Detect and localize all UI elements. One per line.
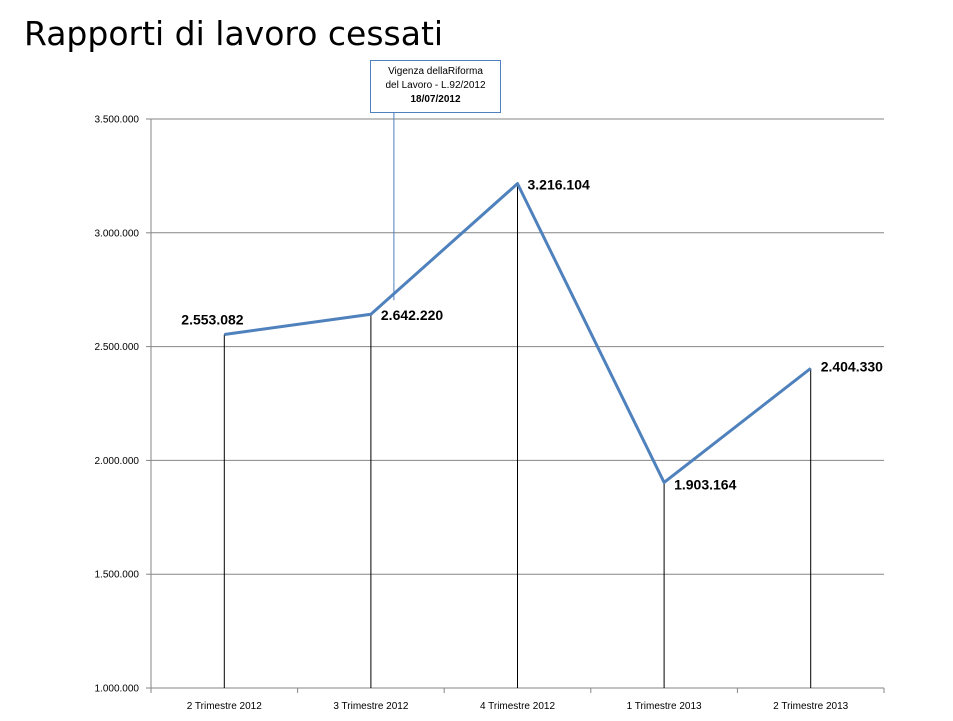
y-tick-label: 3.000.000 [95, 228, 140, 239]
slide-title: Rapporti di lavoro cessati [24, 14, 444, 53]
annotation-callout: Vigenza dellaRiforma del Lavoro - L.92/2… [370, 60, 501, 113]
x-tick-label: 2 Trimestre 2013 [773, 701, 848, 712]
data-labels: 2.553.082 2.642.220 3.216.104 1.903.164 2.40… [181, 177, 883, 493]
y-tick-label: 3.500.000 [95, 115, 140, 126]
y-tick-label: 2.500.000 [95, 342, 140, 353]
y-tick-label: 1.500.000 [95, 570, 140, 581]
data-label: 2.553.082 [181, 312, 243, 328]
data-label: 2.404.330 [821, 358, 883, 374]
drop-lines [223, 183, 812, 688]
data-label: 3.216.104 [528, 177, 590, 193]
x-tick-label: 3 Trimestre 2012 [333, 701, 408, 712]
annotation-line-2: del Lavoro - L.92/2012 [385, 80, 486, 91]
annotation-date: 18/07/2012 [410, 94, 461, 105]
y-axis-ticks: 1.000.000 1.500.000 2.000.000 2.500.000 3.00… [95, 115, 151, 695]
x-tick-label: 4 Trimestre 2012 [480, 701, 555, 712]
data-label: 1.903.164 [674, 476, 736, 492]
y-tick-label: 1.000.000 [95, 684, 140, 695]
y-tick-label: 2.000.000 [95, 456, 140, 467]
x-axis-ticks: 2 Trimestre 2012 3 Trimestre 2012 4 Trimes… [150, 688, 885, 712]
x-tick-label: 2 Trimestre 2012 [187, 701, 262, 712]
series-line [224, 182, 812, 484]
annotation-line-1: Vigenza dellaRiforma [388, 66, 483, 77]
x-tick-label: 1 Trimestre 2013 [627, 701, 702, 712]
series-polyline [224, 182, 812, 484]
data-label: 2.642.220 [381, 307, 443, 323]
